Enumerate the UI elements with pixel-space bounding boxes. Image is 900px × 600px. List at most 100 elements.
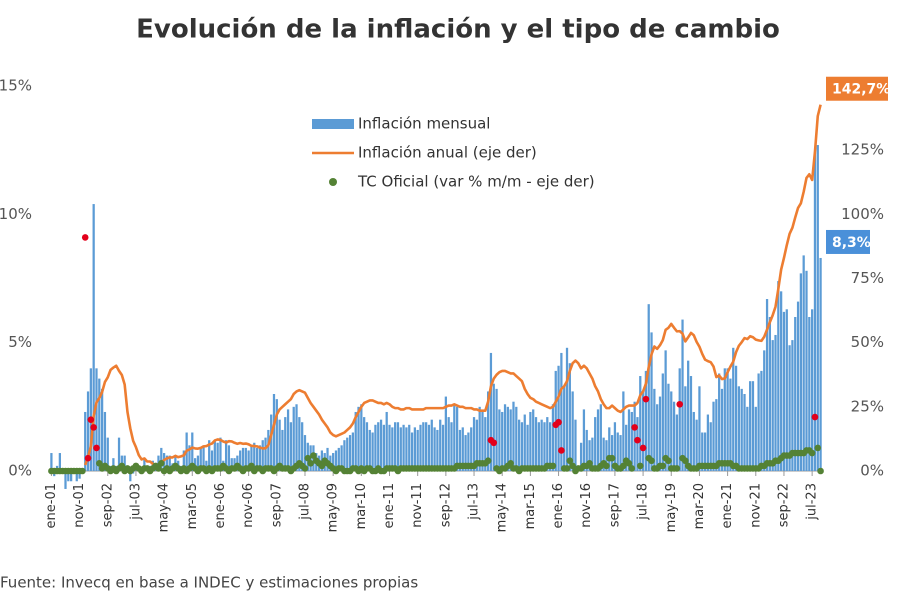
- x-tick-label: jul-03: [128, 483, 143, 521]
- bar: [340, 445, 343, 471]
- bar: [289, 422, 293, 471]
- bar: [261, 440, 264, 471]
- x-tick-label: sep-02: [100, 483, 115, 527]
- bar: [224, 440, 228, 471]
- bar: [270, 414, 273, 471]
- bar: [596, 409, 600, 471]
- end-label: 142,7%: [832, 82, 890, 98]
- bar: [368, 429, 371, 471]
- dot: [811, 413, 819, 421]
- bar: [602, 437, 605, 471]
- bar: [50, 453, 53, 471]
- dot: [642, 395, 650, 403]
- bar: [230, 458, 233, 471]
- bar: [351, 432, 355, 471]
- legend-swatch: [329, 178, 337, 186]
- bar: [391, 427, 394, 471]
- bar: [295, 404, 298, 471]
- bar: [419, 424, 422, 471]
- bar: [608, 427, 611, 471]
- bar: [272, 394, 276, 471]
- y-tick-label: 0%: [8, 462, 32, 480]
- dot: [817, 467, 824, 475]
- x-tick-label: nov-16: [579, 483, 594, 528]
- bar: [785, 309, 788, 471]
- bar: [520, 422, 524, 471]
- dot: [490, 439, 498, 447]
- bar: [219, 437, 222, 471]
- bar: [67, 471, 70, 482]
- bar: [754, 406, 757, 471]
- bar: [819, 257, 822, 471]
- bar: [439, 419, 442, 471]
- x-tick-label: may-04: [157, 483, 172, 532]
- bar: [546, 417, 549, 471]
- bar: [540, 419, 543, 471]
- bar: [360, 404, 363, 471]
- legend-label: Inflación anual (eje der): [358, 144, 537, 162]
- dot: [569, 462, 576, 470]
- bar: [517, 419, 521, 471]
- bar: [337, 447, 340, 471]
- bar: [723, 368, 726, 471]
- bar: [715, 399, 718, 471]
- bar: [684, 386, 687, 471]
- bar: [701, 432, 704, 471]
- bar: [695, 419, 698, 471]
- bar: [450, 422, 453, 471]
- bar: [627, 409, 631, 471]
- bar: [143, 458, 146, 471]
- bar: [667, 383, 670, 471]
- dot: [155, 465, 162, 472]
- bar: [484, 417, 487, 471]
- dot: [90, 424, 97, 431]
- dot: [625, 460, 633, 467]
- bar: [726, 368, 729, 471]
- bar: [746, 406, 749, 471]
- bar: [619, 435, 622, 471]
- bar: [636, 417, 639, 471]
- bar: [478, 406, 481, 471]
- bar: [571, 391, 574, 471]
- bar: [591, 437, 594, 471]
- bar: [486, 391, 490, 471]
- bar: [616, 432, 619, 471]
- bar: [112, 458, 115, 471]
- bar: [441, 424, 445, 471]
- bar: [732, 347, 735, 471]
- bar: [458, 429, 462, 471]
- x-tick-label: may-14: [495, 483, 510, 532]
- bar: [740, 388, 743, 471]
- bar: [92, 204, 95, 472]
- bar: [284, 417, 287, 471]
- bar: [165, 455, 169, 471]
- bar: [264, 437, 267, 471]
- dot: [682, 457, 689, 465]
- x-tick-label: nov-11: [410, 483, 425, 528]
- bar: [774, 334, 777, 471]
- bar: [633, 401, 636, 471]
- bar: [557, 365, 560, 471]
- bar: [210, 450, 214, 471]
- bar: [551, 404, 555, 471]
- bar: [639, 376, 642, 471]
- bar: [757, 373, 760, 471]
- y-tick-label: 10%: [0, 205, 32, 223]
- bar: [743, 394, 746, 471]
- bar: [456, 406, 459, 471]
- dot: [814, 444, 822, 452]
- dot: [673, 465, 681, 472]
- y2-tick-label: 25%: [851, 397, 884, 415]
- bar: [377, 422, 380, 471]
- line: [83, 104, 822, 467]
- bar: [374, 424, 377, 471]
- bar: [241, 447, 245, 471]
- dot: [484, 457, 492, 465]
- dot: [639, 444, 647, 452]
- bar: [98, 378, 101, 471]
- bar: [433, 427, 436, 471]
- bar: [537, 422, 540, 471]
- bar: [470, 427, 473, 471]
- bar: [413, 427, 416, 471]
- dot: [628, 465, 636, 472]
